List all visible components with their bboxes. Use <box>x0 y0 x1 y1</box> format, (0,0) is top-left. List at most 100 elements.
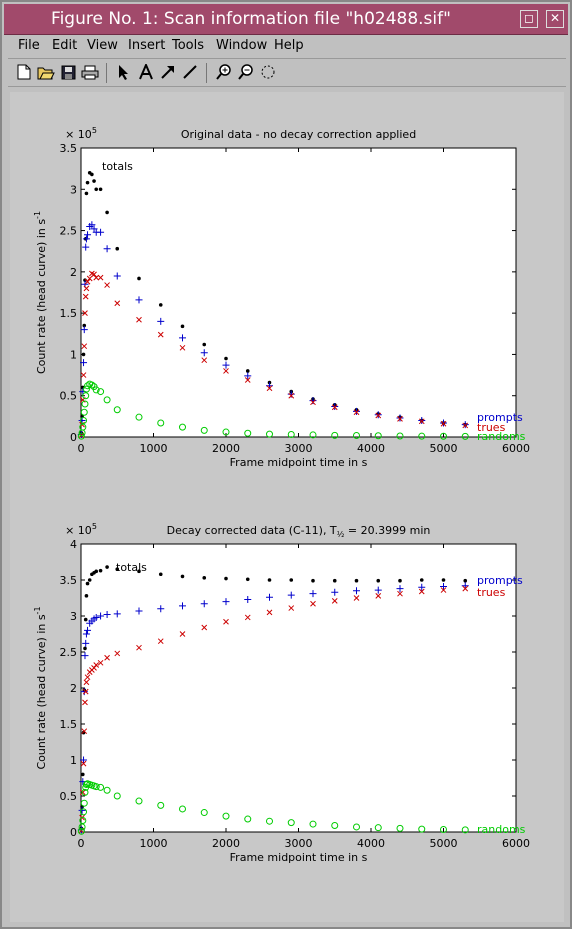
open-folder-icon[interactable] <box>36 62 56 82</box>
point-randoms <box>396 824 404 832</box>
point-prompts <box>84 231 92 239</box>
point-trues <box>201 357 208 364</box>
point-trues <box>104 282 110 288</box>
figure-svg: Original data - no decay correction appl… <box>33 126 530 864</box>
new-file-icon[interactable] <box>14 62 34 82</box>
line-insert-icon[interactable] <box>180 62 200 82</box>
figure-canvas: Original data - no decay correction appl… <box>10 92 564 922</box>
x-tick-label: 4000 <box>357 442 385 455</box>
point-totals <box>84 191 89 196</box>
point-totals <box>441 578 446 582</box>
menu-insert[interactable]: Insert <box>128 38 166 53</box>
point-totals <box>267 578 272 582</box>
point-randoms <box>81 788 89 796</box>
point-randoms <box>78 823 86 831</box>
label-trues: trues <box>477 586 506 599</box>
point-totals <box>137 569 141 574</box>
menu-file[interactable]: File <box>18 38 40 53</box>
y-tick-label: 2 <box>70 682 77 695</box>
point-randoms <box>440 432 447 440</box>
point-totals <box>463 578 468 583</box>
y-exponent-label: × 105 <box>65 126 97 141</box>
point-prompts <box>80 326 88 334</box>
rotate-icon[interactable] <box>258 62 278 82</box>
point-trues <box>114 650 121 657</box>
text-insert-icon[interactable] <box>136 62 156 82</box>
y-tick-label: 3.5 <box>60 574 78 587</box>
point-trues <box>462 585 469 592</box>
arrow-select-icon[interactable] <box>114 62 134 82</box>
print-icon[interactable] <box>80 62 100 82</box>
point-trues <box>201 624 208 631</box>
point-totals <box>398 578 402 583</box>
point-trues <box>136 644 142 651</box>
point-totals <box>245 577 250 582</box>
y-tick-label: 3 <box>70 610 77 623</box>
point-totals <box>354 578 359 583</box>
y-exponent-label: × 105 <box>65 522 97 537</box>
point-trues <box>80 372 87 378</box>
point-trues <box>82 310 88 316</box>
point-prompts <box>396 414 404 422</box>
chart-title: Original data - no decay correction appl… <box>181 128 416 141</box>
point-prompts <box>82 235 90 243</box>
x-tick-label: 2000 <box>212 837 240 850</box>
zoom-in-icon[interactable] <box>214 62 234 82</box>
series-prompts <box>77 582 469 834</box>
close-button[interactable]: ✕ <box>546 10 564 28</box>
point-randoms <box>309 820 317 828</box>
x-tick-label: 4000 <box>357 837 385 850</box>
point-randoms <box>84 382 92 390</box>
point-randoms <box>157 801 165 809</box>
point-prompts <box>244 372 252 380</box>
point-randoms <box>80 808 88 816</box>
point-randoms <box>309 431 317 439</box>
menu-view[interactable]: View <box>87 38 118 53</box>
menu-tools[interactable]: Tools <box>172 38 205 53</box>
title-bar[interactable]: Figure No. 1: Scan information file "h02… <box>4 4 568 35</box>
menu-window[interactable]: Window <box>216 38 268 53</box>
point-randoms <box>82 392 90 400</box>
point-prompts <box>135 607 143 615</box>
minimize-button[interactable]: ◻ <box>520 10 538 28</box>
point-totals <box>105 210 109 215</box>
point-trues <box>79 789 86 796</box>
point-randoms <box>103 396 111 404</box>
y-tick-label: 2.5 <box>60 646 78 659</box>
point-trues <box>157 331 164 338</box>
point-randoms <box>81 400 89 408</box>
menu-edit[interactable]: Edit <box>52 38 78 53</box>
point-randoms <box>92 783 100 791</box>
point-trues <box>331 598 338 604</box>
arrow-insert-icon[interactable] <box>158 62 178 82</box>
menu-help[interactable]: Help <box>274 38 304 53</box>
y-tick-label: 0 <box>70 826 77 839</box>
y-axis-label: Count rate (head curve) in s-1 <box>33 211 48 374</box>
y-tick-label: 1 <box>70 754 77 767</box>
point-prompts <box>113 272 121 280</box>
zoom-out-icon[interactable] <box>236 62 256 82</box>
point-totals <box>137 276 141 281</box>
point-trues <box>288 392 295 399</box>
point-randoms <box>135 797 143 805</box>
label-randoms: randoms <box>477 430 526 443</box>
save-icon[interactable] <box>58 62 78 82</box>
x-tick-label: 1000 <box>140 837 168 850</box>
point-trues <box>244 614 251 621</box>
point-randoms <box>113 406 121 414</box>
point-randoms <box>179 805 186 813</box>
series-totals <box>79 565 468 831</box>
point-totals <box>84 594 89 598</box>
point-prompts <box>353 587 360 595</box>
label-prompts: prompts <box>477 411 523 424</box>
point-trues <box>82 293 89 300</box>
point-prompts <box>266 593 273 601</box>
point-prompts <box>113 610 121 618</box>
point-randoms <box>461 826 469 834</box>
point-trues <box>91 271 97 278</box>
point-prompts <box>82 630 90 638</box>
point-trues <box>80 760 87 767</box>
point-totals <box>202 342 207 347</box>
label-trues: trues <box>477 421 506 434</box>
point-totals <box>158 572 163 577</box>
